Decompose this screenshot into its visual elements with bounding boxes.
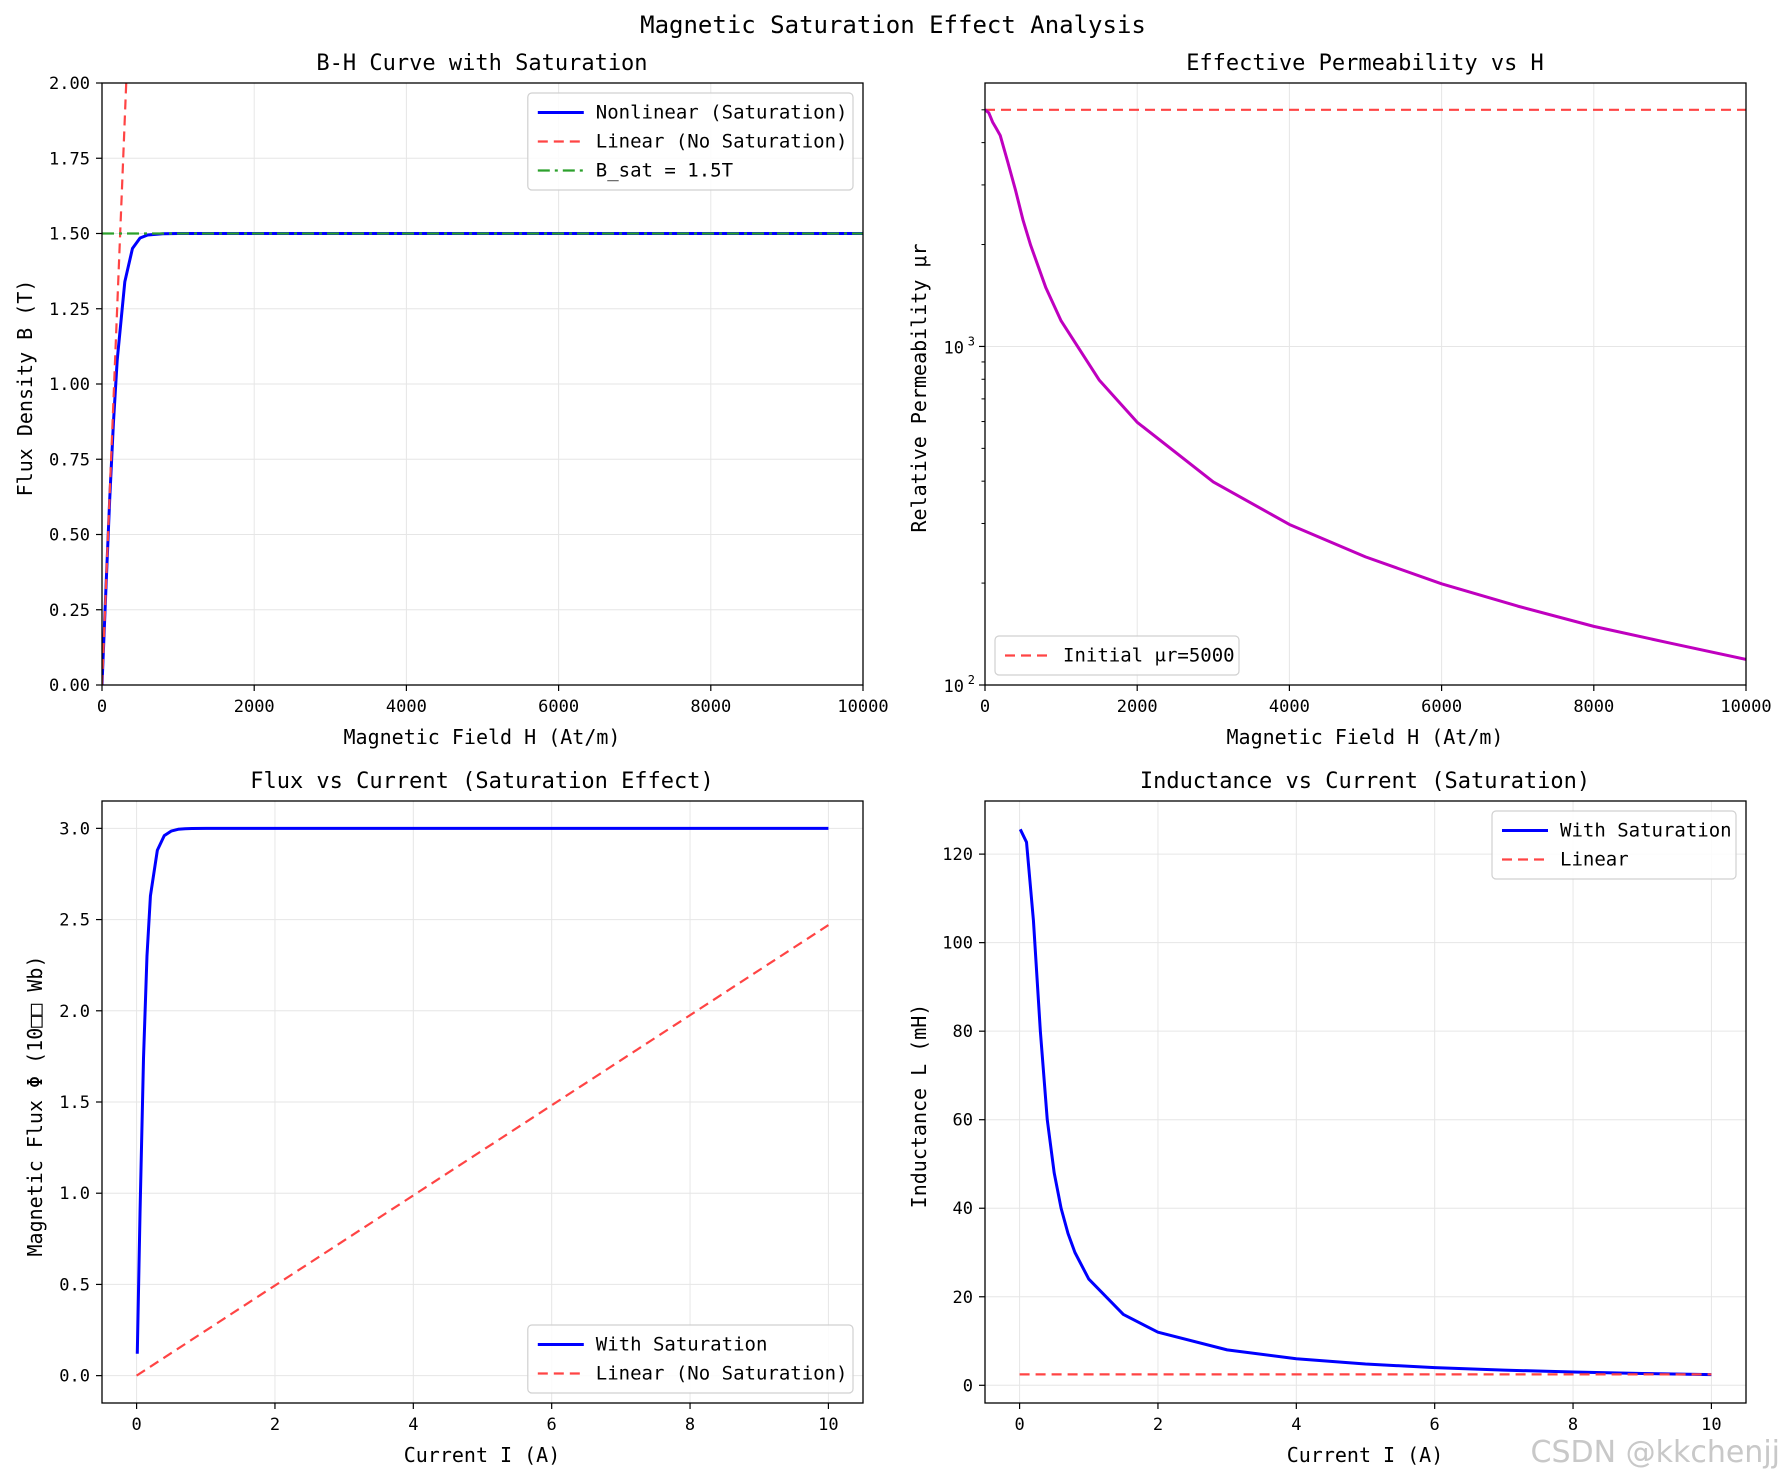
ind-legend-label-0: With Saturation: [1560, 820, 1732, 842]
bh-legend-box: [527, 92, 854, 191]
flux-xtick-label-2: 4: [408, 1415, 418, 1435]
perm-xtick-label-1: 2000: [1117, 697, 1158, 717]
flux-ytick-label-4: 2.0: [59, 1002, 90, 1022]
perm-xtick-label-2: 4000: [1269, 697, 1310, 717]
ind-legend: With Saturation Linear: [1491, 810, 1737, 880]
flux-xtick-label-5: 10: [818, 1415, 838, 1435]
inductance-y-axis-label: Inductance L (mH): [907, 1004, 931, 1209]
bh-x-axis-label: Magnetic Field H (At/m): [344, 725, 621, 749]
bh-legend-label-0: Nonlinear (Saturation): [596, 102, 848, 124]
flux-series-with-saturation-0: [135, 826, 829, 1354]
bh-chart: B-H Curve with Saturation Magnetic Field…: [13, 51, 889, 749]
permeability-chart: Effective Permeability vs H Magnetic Fie…: [907, 51, 1772, 749]
flux-ytick-label-1: 0.5: [59, 1275, 90, 1295]
inductance-chart: Inductance vs Current (Saturation) Curre…: [907, 769, 1747, 1467]
watermark: CSDN @kkchenjj: [1531, 1435, 1780, 1470]
flux-ytick-label-2: 1.0: [59, 1184, 90, 1204]
ind-legend-label-1: Linear: [1560, 849, 1629, 871]
flux-xtick-label-1: 2: [270, 1415, 280, 1435]
flux-legend-label-1: Linear (No Saturation): [596, 1363, 848, 1385]
bh-ytick-label-7: 1.75: [49, 149, 90, 169]
bh-ytick-label-2: 0.50: [49, 526, 90, 546]
ind-xtick-label-2: 4: [1291, 1415, 1301, 1435]
figure-title: Magnetic Saturation Effect Analysis: [640, 11, 1146, 39]
perm-plot-frame: [984, 82, 1747, 686]
perm-ytick-label-0: 10: [944, 677, 964, 697]
perm-legend-box: [994, 635, 1240, 676]
inductance-x-axis-label: Current I (A): [1287, 1443, 1444, 1467]
perm-series-group: [985, 108, 1746, 661]
flux-series-group: [135, 826, 830, 1377]
bh-legend-label-1: Linear (No Saturation): [596, 131, 848, 153]
flux-ytick-label-0: 0.0: [59, 1367, 90, 1387]
ind-ytick-label-6: 120: [942, 845, 973, 865]
inductance-chart-title: Inductance vs Current (Saturation): [1140, 769, 1590, 794]
bh-xtick-label-0: 0: [97, 697, 107, 717]
ind-plot-frame: [984, 800, 1747, 1404]
bh-ytick-label-1: 0.25: [49, 601, 90, 621]
bh-xtick-label-2: 4000: [386, 697, 427, 717]
flux-xtick-label-3: 6: [547, 1415, 557, 1435]
bh-ytick-label-8: 2.00: [49, 74, 90, 94]
bh-ytick-label-3: 0.75: [49, 450, 90, 470]
ind-xtick-label-4: 8: [1568, 1415, 1578, 1435]
bh-legend: Nonlinear (Saturation) Linear (No Saturat…: [527, 92, 854, 191]
flux-legend-box: [527, 1324, 854, 1394]
ind-ytick-label-0: 0: [963, 1376, 973, 1396]
ind-xtick-label-5: 10: [1701, 1415, 1721, 1435]
perm-legend: Initial μr=5000: [994, 635, 1240, 676]
perm-xtick-label-0: 0: [980, 697, 990, 717]
bh-xtick-label-5: 10000: [837, 697, 888, 717]
perm-ytick-label-1: 10: [944, 338, 964, 358]
flux-ytick-label-5: 2.5: [59, 911, 90, 931]
flux-xtick-label-0: 0: [131, 1415, 141, 1435]
perm-legend-label-0: Initial μr=5000: [1063, 645, 1235, 667]
ind-legend-box: [1491, 810, 1737, 880]
flux-legend: With Saturation Linear (No Saturation): [527, 1324, 854, 1394]
bh-xtick-label-3: 6000: [538, 697, 579, 717]
ind-ytick-label-2: 40: [953, 1199, 973, 1219]
flux-x-axis-label: Current I (A): [404, 1443, 561, 1467]
bh-ytick-label-4: 1.00: [49, 375, 90, 395]
flux-ytick-label-6: 3.0: [59, 819, 90, 839]
ind-xtick-label-0: 0: [1014, 1415, 1024, 1435]
flux-chart: Flux vs Current (Saturation Effect) Curr…: [23, 769, 864, 1467]
bh-ytick-label-6: 1.50: [49, 225, 90, 245]
perm-xtick-label-4: 8000: [1573, 697, 1614, 717]
ind-ytick-label-5: 100: [942, 934, 973, 954]
permeability-x-axis-label: Magnetic Field H (At/m): [1227, 725, 1504, 749]
ind-series-group: [1018, 828, 1712, 1377]
bh-ytick-label-5: 1.25: [49, 300, 90, 320]
ind-xtick-label-1: 2: [1153, 1415, 1163, 1435]
ind-ytick-label-3: 60: [953, 1111, 973, 1131]
perm-xtick-label-5: 10000: [1720, 697, 1771, 717]
bh-ytick-label-0: 0.00: [49, 676, 90, 696]
bh-xtick-label-4: 8000: [690, 697, 731, 717]
bh-legend-label-2: B_sat = 1.5T: [596, 160, 733, 182]
perm-ytick-exponent-1: 3: [968, 334, 975, 348]
bh-chart-title: B-H Curve with Saturation: [316, 51, 647, 76]
ind-ytick-label-4: 80: [953, 1022, 973, 1042]
bh-series-group: [102, 83, 863, 685]
perm-series-curve-1: [985, 108, 1746, 661]
flux-chart-title: Flux vs Current (Saturation Effect): [250, 769, 714, 794]
ind-series-with-saturation-0: [1018, 828, 1712, 1377]
flux-ytick-label-3: 1.5: [59, 1093, 90, 1113]
permeability-y-axis-label: Relative Permeability μr: [907, 244, 931, 533]
perm-xtick-label-3: 6000: [1421, 697, 1462, 717]
flux-series-linear-no-saturation-1: [135, 924, 830, 1377]
flux-legend-label-0: With Saturation: [596, 1334, 768, 1356]
flux-xtick-label-4: 8: [685, 1415, 695, 1435]
ind-xtick-label-3: 6: [1430, 1415, 1440, 1435]
bh-y-axis-label: Flux Density B (T): [13, 280, 37, 497]
permeability-chart-title: Effective Permeability vs H: [1186, 51, 1544, 76]
bh-xtick-label-1: 2000: [234, 697, 275, 717]
flux-y-axis-label: Magnetic Flux Φ (10□□ Wb): [23, 955, 47, 1256]
perm-ytick-exponent-0: 2: [968, 673, 975, 687]
ind-ytick-label-1: 20: [953, 1288, 973, 1308]
